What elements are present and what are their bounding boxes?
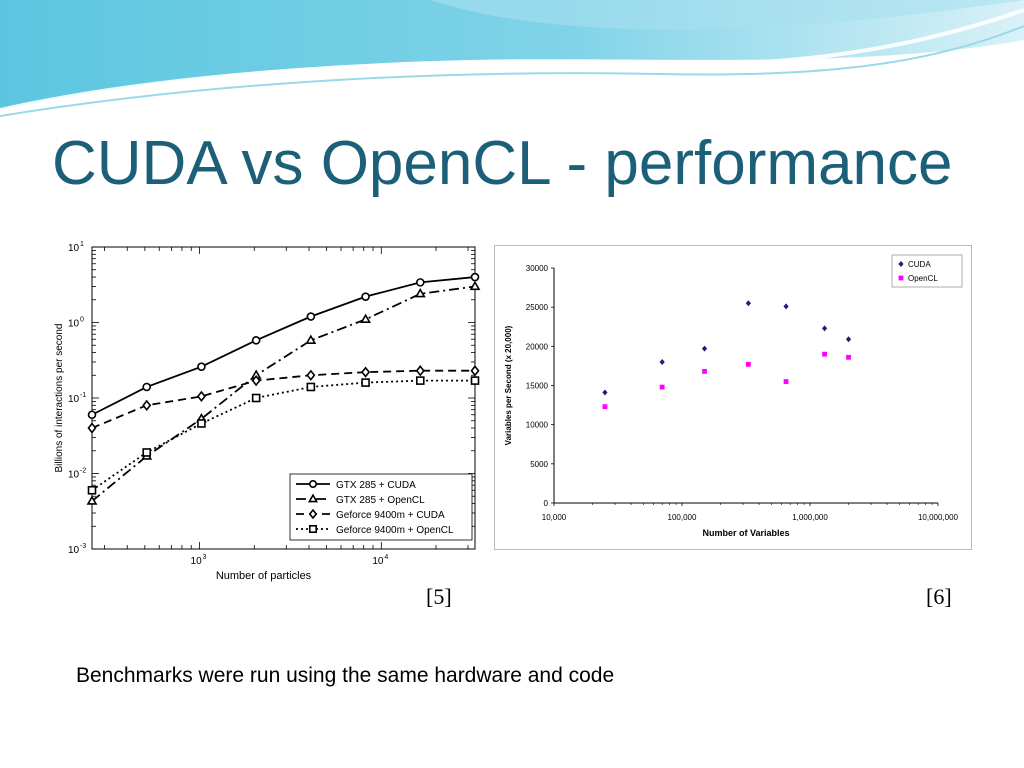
y-axis-label: Variables per Second (x 20,000) — [504, 325, 513, 445]
data-point — [197, 419, 206, 428]
y-tick-label-exp: -1 — [80, 392, 86, 399]
y-tick-label: 20000 — [526, 342, 549, 351]
data-point — [602, 389, 608, 396]
series-line — [91, 379, 475, 491]
x-axis-label: Number of Variables — [702, 528, 789, 538]
data-point — [845, 336, 852, 343]
data-point — [361, 366, 371, 378]
variables-chart-svg: 0 5000 10000 15000 20000 25000 30000 10,000 100,… — [504, 254, 963, 538]
data-point — [659, 359, 665, 365]
legend-box — [289, 473, 473, 541]
footnote-text: Benchmarks were run using the same hardw… — [76, 664, 615, 687]
legend-label: Geforce 9400m + OpenCL — [336, 525, 454, 536]
data-point — [196, 390, 206, 403]
legend-marker — [308, 508, 318, 520]
x-tick-label: 100,000 — [668, 513, 697, 522]
y-axis-label: Billions of interactions per second — [54, 324, 65, 473]
data-point — [251, 393, 261, 403]
data-point — [306, 312, 316, 321]
data-point — [470, 376, 480, 385]
x-tick-label-exp: 3 — [203, 554, 207, 561]
data-point — [361, 292, 370, 301]
data-point — [701, 345, 708, 352]
y-tick-label: 30000 — [526, 264, 549, 273]
data-point — [783, 379, 789, 384]
data-point — [251, 374, 261, 387]
data-point — [702, 369, 707, 374]
data-point — [470, 272, 480, 282]
data-point — [306, 382, 316, 392]
legend-marker — [308, 480, 317, 489]
variables-performance-chart: 0 5000 10000 15000 20000 25000 30000 10,000 100,… — [494, 245, 972, 550]
data-point — [415, 278, 425, 287]
legend-label: GTX 285 + CUDA — [336, 480, 416, 491]
legend-label: OpenCL — [908, 274, 938, 283]
data-point — [361, 378, 370, 387]
y-tick-label: 10 — [68, 545, 80, 556]
data-point — [659, 384, 665, 390]
slide-title: CUDA vs OpenCL - performance — [52, 129, 953, 198]
reference-right: [6] — [926, 584, 952, 609]
y-tick-label: 25000 — [526, 303, 549, 312]
legend-label: Geforce 9400m + CUDA — [336, 510, 445, 521]
data-point — [602, 404, 608, 410]
data-point — [745, 300, 751, 307]
x-tick-label: 10,000 — [542, 513, 567, 522]
data-point — [251, 336, 261, 345]
data-point — [306, 369, 316, 381]
legend-marker — [308, 524, 317, 533]
x-tick-label: 1,000,000 — [792, 513, 828, 522]
y-tick-label: 15000 — [526, 382, 549, 391]
data-point — [197, 362, 206, 371]
data-point — [87, 485, 97, 495]
data-point — [822, 351, 827, 357]
data-point — [86, 495, 98, 505]
data-point — [142, 399, 152, 411]
data-point — [414, 287, 426, 298]
series-line — [91, 369, 475, 429]
legend-marker — [898, 275, 904, 281]
particles-performance-chart: 10 1 10 0 10 -1 10 -2 10 -3 10 3 10 4 Number of partic… — [46, 232, 488, 584]
series-line — [91, 285, 476, 502]
y-tick-label-exp: 1 — [80, 241, 84, 248]
header-wave-banner — [0, 0, 1024, 117]
legend-marker — [898, 261, 904, 267]
reference-left: [5] — [426, 584, 452, 609]
data-point — [87, 410, 97, 420]
data-point — [821, 325, 828, 332]
series-line — [91, 276, 476, 416]
x-tick-label-exp: 4 — [384, 554, 388, 561]
y-tick-label-exp: 0 — [80, 317, 84, 324]
data-point — [87, 422, 97, 434]
legend-label: CUDA — [908, 260, 931, 269]
data-point — [415, 376, 425, 385]
data-point — [142, 382, 152, 392]
y-tick-label-exp: -3 — [80, 543, 86, 550]
y-tick-label: 10 — [68, 394, 80, 405]
x-tick-label: 10 — [372, 556, 384, 567]
data-point — [469, 280, 481, 291]
data-point — [305, 334, 317, 344]
legend-box — [891, 254, 963, 288]
data-point — [415, 365, 425, 377]
data-point — [745, 361, 751, 367]
x-tick-label: 10 — [191, 556, 203, 567]
y-tick-label: 10 — [68, 470, 80, 481]
y-tick-label: 10 — [68, 319, 80, 330]
data-point — [783, 303, 789, 310]
y-tick-label: 0 — [544, 499, 549, 508]
legend-marker — [307, 493, 319, 503]
y-tick-label: 10000 — [526, 421, 549, 430]
y-tick-label-exp: -2 — [80, 468, 86, 475]
data-point — [846, 354, 851, 360]
legend-label: GTX 285 + OpenCL — [336, 495, 425, 506]
y-tick-label: 5000 — [530, 460, 548, 469]
data-point — [360, 313, 371, 323]
x-tick-label: 10,000,000 — [918, 513, 959, 522]
data-point — [142, 448, 152, 457]
x-axis-label: Number of particles — [216, 570, 312, 582]
data-point — [470, 365, 480, 377]
y-tick-label: 10 — [68, 243, 80, 254]
